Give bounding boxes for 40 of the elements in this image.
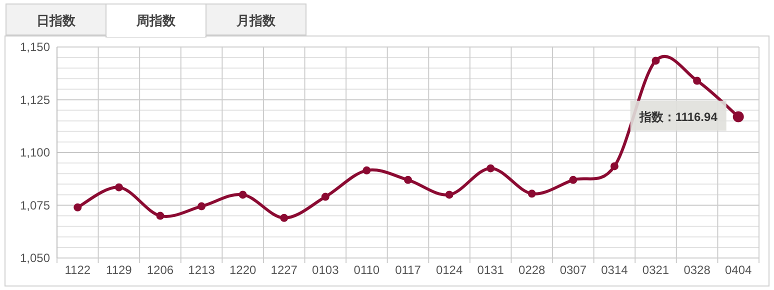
point xyxy=(362,166,371,174)
point xyxy=(238,190,247,199)
point xyxy=(198,202,206,210)
x-tick-label: 0321 xyxy=(642,263,670,277)
point xyxy=(280,214,288,222)
x-tick-label: 0307 xyxy=(560,263,587,277)
y-tick-label: 1,100 xyxy=(20,146,50,160)
point xyxy=(114,183,123,192)
x-tick-label: 1213 xyxy=(188,263,216,277)
point xyxy=(652,56,660,65)
x-tick-label: 1129 xyxy=(106,263,132,277)
x-tick-label: 1206 xyxy=(146,263,174,277)
x-tick-label: 0103 xyxy=(312,263,340,277)
point xyxy=(528,190,536,198)
x-tick-label: 0124 xyxy=(436,263,463,277)
x-tick-label: 0110 xyxy=(354,263,380,277)
x-tick-label: 0404 xyxy=(725,263,752,277)
point xyxy=(321,192,330,201)
point xyxy=(445,190,454,199)
point xyxy=(74,203,82,212)
x-tick-label: 0131 xyxy=(477,263,504,277)
point xyxy=(156,212,164,220)
point xyxy=(404,176,412,184)
tooltip: 指数：1116.94 xyxy=(630,100,726,131)
point xyxy=(693,76,702,85)
x-tick-label: 0314 xyxy=(601,263,628,277)
x-tick-label: 0228 xyxy=(518,263,546,277)
point xyxy=(569,176,578,184)
x-tick-label: 1220 xyxy=(229,263,256,277)
y-tick-label: 1,150 xyxy=(20,40,50,54)
annotation: 指数：1116.94 xyxy=(638,110,718,124)
x-tick-label: 1122 xyxy=(64,263,91,277)
point xyxy=(486,164,495,172)
x-tick-label: 0328 xyxy=(684,263,711,277)
x-tick-label: 0117 xyxy=(395,263,422,277)
y-tick-label: 1,125 xyxy=(20,92,50,107)
point xyxy=(610,162,618,170)
y-tick-label: 1,075 xyxy=(20,198,50,212)
x-tick-label: 1227 xyxy=(270,263,298,277)
y-tick-label: 1,050 xyxy=(20,251,50,265)
